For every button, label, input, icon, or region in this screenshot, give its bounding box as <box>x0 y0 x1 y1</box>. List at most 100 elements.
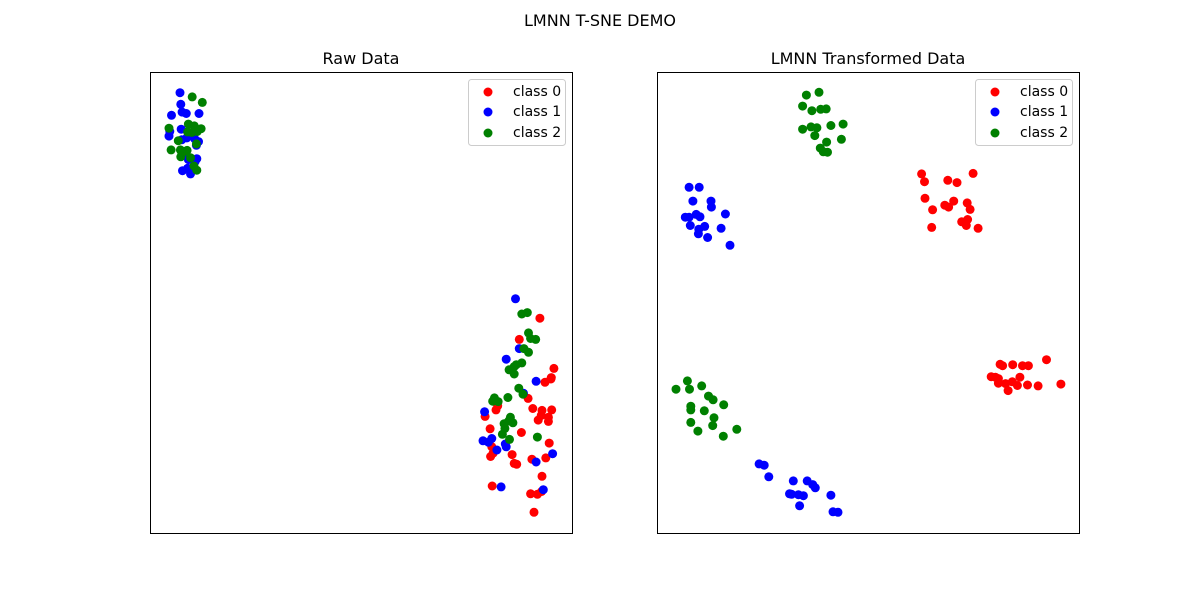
point-class-0-31 <box>1015 372 1025 382</box>
point-class-1-31 <box>501 442 511 452</box>
point-class-1-26 <box>480 407 490 417</box>
point-class-1-2 <box>167 110 176 120</box>
point-class-1-32 <box>531 457 541 467</box>
point-class-2-11 <box>166 145 176 155</box>
point-class-0-2 <box>943 175 953 185</box>
point-class-0-16 <box>485 424 495 434</box>
point-class-1-31 <box>833 507 843 517</box>
point-class-2-5 <box>821 104 831 114</box>
point-class-2-18 <box>671 384 681 394</box>
legend-marker-class-1 <box>990 107 1000 117</box>
point-class-1-21 <box>511 294 520 304</box>
point-class-0-18 <box>516 428 526 437</box>
point-class-0-28 <box>1003 386 1013 396</box>
point-class-2-1 <box>187 92 197 102</box>
point-class-0-22 <box>1042 355 1051 365</box>
point-class-0-5 <box>949 196 959 206</box>
point-class-1-33 <box>478 436 488 446</box>
point-class-0-12 <box>944 202 954 212</box>
point-class-1-19 <box>178 166 187 176</box>
point-class-0-4 <box>540 377 550 387</box>
point-class-2-29 <box>708 421 718 431</box>
point-class-2-7 <box>192 127 202 136</box>
legend-label-class-1: class 1 <box>513 104 561 120</box>
point-class-2-28 <box>686 417 696 427</box>
point-class-2-27 <box>526 334 536 343</box>
point-class-1-4 <box>181 109 191 118</box>
point-class-0-33 <box>529 507 539 517</box>
raw-data-legend: class 0 class 1 class 2 <box>468 79 566 146</box>
point-class-0-19 <box>1008 360 1018 370</box>
point-class-2-43 <box>505 434 514 444</box>
point-class-2-37 <box>532 432 542 442</box>
legend-label-class-0: class 0 <box>1020 84 1068 100</box>
point-class-2-11 <box>810 131 820 141</box>
point-class-0-2 <box>549 363 559 373</box>
point-class-2-32 <box>718 431 728 441</box>
point-class-2-15 <box>176 152 186 162</box>
point-class-1-13 <box>716 223 726 233</box>
point-class-0-34 <box>1056 379 1066 389</box>
point-class-1-20 <box>788 476 798 486</box>
point-class-2-0 <box>814 87 824 97</box>
point-class-2-20 <box>697 381 707 391</box>
point-class-1-28 <box>826 490 836 500</box>
point-class-1-0 <box>684 182 694 192</box>
raw-data-axes-frame <box>150 72 573 534</box>
point-class-0-18 <box>998 361 1008 371</box>
point-class-0-11 <box>543 412 553 422</box>
lmnn-transformed-plot: LMNN Transformed Data class 0 class 1 cl… <box>657 49 1080 534</box>
legend-marker-class-2 <box>483 128 493 138</box>
figure-suptitle: LMNN T-SNE DEMO <box>524 11 676 30</box>
point-class-1-9 <box>685 221 695 230</box>
point-class-0-24 <box>541 453 551 463</box>
point-class-2-29 <box>511 360 521 370</box>
point-class-2-6 <box>838 119 848 129</box>
point-class-0-1 <box>514 334 524 344</box>
point-class-2-36 <box>489 393 499 403</box>
point-class-0-12 <box>547 405 557 415</box>
point-class-2-2 <box>798 101 808 111</box>
point-class-1-16 <box>725 240 735 250</box>
point-class-2-30 <box>693 426 703 436</box>
point-class-2-22 <box>708 395 718 405</box>
point-class-2-30 <box>509 369 519 379</box>
point-class-2-3 <box>807 106 817 116</box>
point-class-1-0 <box>175 88 185 98</box>
lmnn-transformed-legend: class 0 class 1 class 2 <box>975 79 1073 146</box>
point-class-2-1 <box>801 90 811 100</box>
point-class-2-20 <box>522 308 532 318</box>
legend-label-class-2: class 2 <box>1020 125 1068 141</box>
point-class-2-25 <box>686 405 696 415</box>
point-class-1-19 <box>764 472 774 482</box>
lmnn-transformed-title: LMNN Transformed Data <box>771 49 966 68</box>
legend-marker-class-2 <box>990 128 1000 138</box>
point-class-1-1 <box>694 182 704 192</box>
point-class-1-29 <box>795 501 805 511</box>
point-class-0-8 <box>965 204 975 214</box>
point-class-2-9 <box>173 136 183 146</box>
point-class-1-14 <box>693 229 703 239</box>
point-class-0-3 <box>952 178 962 188</box>
point-class-1-27 <box>798 491 808 501</box>
point-class-2-16 <box>823 147 832 157</box>
lmnn-transformed-axes-frame <box>657 72 1080 534</box>
legend-label-class-1: class 1 <box>1020 104 1068 120</box>
raw-data-points <box>164 88 559 517</box>
raw-data-title: Raw Data <box>323 49 400 68</box>
point-class-1-4 <box>706 202 716 212</box>
point-class-2-8 <box>183 127 193 137</box>
point-class-1-25 <box>787 489 797 499</box>
point-class-0-29 <box>487 481 497 491</box>
point-class-1-2 <box>688 196 698 206</box>
point-class-0-25 <box>544 438 554 448</box>
point-class-2-42 <box>497 429 507 439</box>
legend-marker-class-0 <box>990 87 1000 97</box>
point-class-2-17 <box>682 376 692 386</box>
point-class-0-16 <box>927 222 937 232</box>
point-class-1-5 <box>194 109 204 118</box>
point-class-1-15 <box>703 233 713 242</box>
point-class-1-12 <box>680 212 690 222</box>
point-class-1-18 <box>759 460 769 470</box>
point-class-0-21 <box>486 452 496 461</box>
